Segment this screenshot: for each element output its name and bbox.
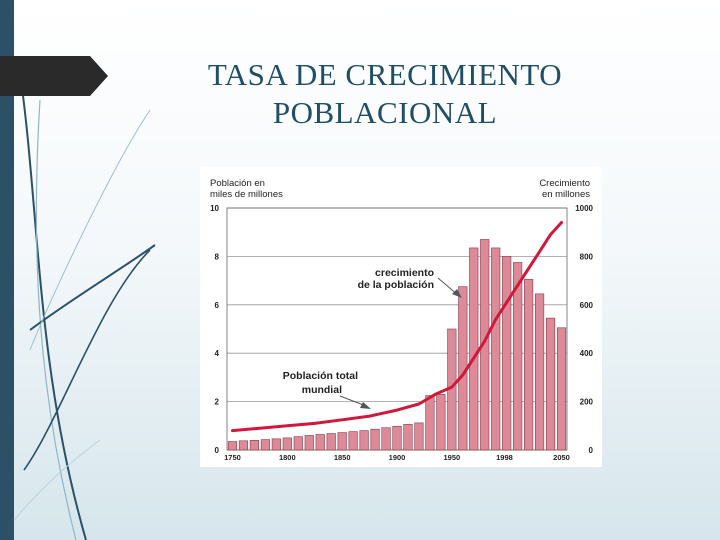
right-tick-label: 600 xyxy=(580,301,594,310)
right-tick-label: 1000 xyxy=(575,204,593,213)
growth-bar xyxy=(392,425,402,451)
growth-bar xyxy=(293,436,303,451)
growth-bar xyxy=(370,428,380,451)
annotation-total-line-1: Población total xyxy=(283,370,358,382)
slide-title-line-1: TASA DE CRECIMIENTO xyxy=(207,57,563,92)
right-axis-title: Crecimiento en millones xyxy=(539,178,590,200)
growth-bar xyxy=(513,262,523,451)
x-tick-label: 1998 xyxy=(496,453,513,462)
x-tick-label: 1850 xyxy=(334,453,351,462)
growth-bar xyxy=(480,239,490,451)
growth-bar xyxy=(469,247,479,451)
x-tick-label: 1800 xyxy=(279,453,296,462)
left-accent-bar xyxy=(0,0,14,540)
growth-bar xyxy=(425,395,435,451)
annotation-total-line-2: mundial xyxy=(302,384,342,396)
growth-bar xyxy=(545,317,556,451)
right-tick-label: 200 xyxy=(580,398,594,407)
growth-bar xyxy=(326,433,336,451)
chart-plot: 0 2 4 6 8 10 0 200 400 600 800 1000 1750 1800 1850 1900… xyxy=(210,204,594,462)
left-tick-label: 2 xyxy=(215,398,220,407)
x-tick-label: 1950 xyxy=(443,453,460,462)
growth-bar xyxy=(337,432,347,451)
x-tick-label: 1900 xyxy=(389,453,406,462)
growth-bar xyxy=(304,435,314,451)
annotation-total-arrowhead xyxy=(360,402,371,409)
growth-bar xyxy=(238,440,249,451)
left-tick-label: 6 xyxy=(215,301,220,310)
left-axis-title-line-1: Población en xyxy=(210,178,265,189)
decorative-lines xyxy=(13,59,156,540)
population-chart: Población en miles de millones Crecimien… xyxy=(200,167,602,467)
growth-bar xyxy=(249,440,259,451)
x-tick-label: 1750 xyxy=(224,453,241,462)
title-tab-marker xyxy=(0,56,108,96)
growth-bar xyxy=(348,431,358,451)
annotation-growth-line-1: crecimiento xyxy=(375,267,434,279)
right-tick-label: 0 xyxy=(589,446,594,455)
right-tick-label: 400 xyxy=(580,349,594,358)
growth-bar xyxy=(359,430,369,451)
left-tick-label: 0 xyxy=(215,446,220,455)
left-tick-label: 8 xyxy=(215,252,220,261)
growth-bar xyxy=(556,327,567,451)
growth-bar xyxy=(227,441,238,451)
annotation-growth-arrowhead xyxy=(452,289,462,298)
annotation-total-pointer xyxy=(339,395,367,407)
left-tick-label: 4 xyxy=(215,349,220,358)
growth-bar xyxy=(260,439,270,451)
annotation-growth-line-2: de la población xyxy=(358,279,434,291)
growth-bar xyxy=(436,394,446,451)
left-axis-title: Población en miles de millones xyxy=(210,178,283,200)
population-line xyxy=(231,221,563,433)
x-tick-label: 2050 xyxy=(553,453,570,462)
growth-bar xyxy=(315,434,325,451)
growth-bar xyxy=(535,293,545,451)
right-axis-title-line-2: en millones xyxy=(541,189,590,200)
slide-title: TASA DE CRECIMIENTO POBLACIONAL xyxy=(190,56,580,132)
growth-bar xyxy=(502,256,512,451)
growth-bar xyxy=(381,427,391,451)
right-tick-label: 800 xyxy=(580,252,594,261)
slide-title-line-2: POBLACIONAL xyxy=(272,95,498,130)
growth-bar xyxy=(282,437,292,451)
left-axis-title-line-2: miles de millones xyxy=(210,189,283,200)
growth-bar xyxy=(271,438,281,451)
growth-bar xyxy=(524,279,534,451)
right-axis-title-line-1: Crecimiento xyxy=(539,178,590,189)
growth-bar xyxy=(491,247,501,451)
growth-bar xyxy=(403,424,413,451)
left-tick-label: 10 xyxy=(210,204,219,213)
growth-bar xyxy=(414,422,424,451)
